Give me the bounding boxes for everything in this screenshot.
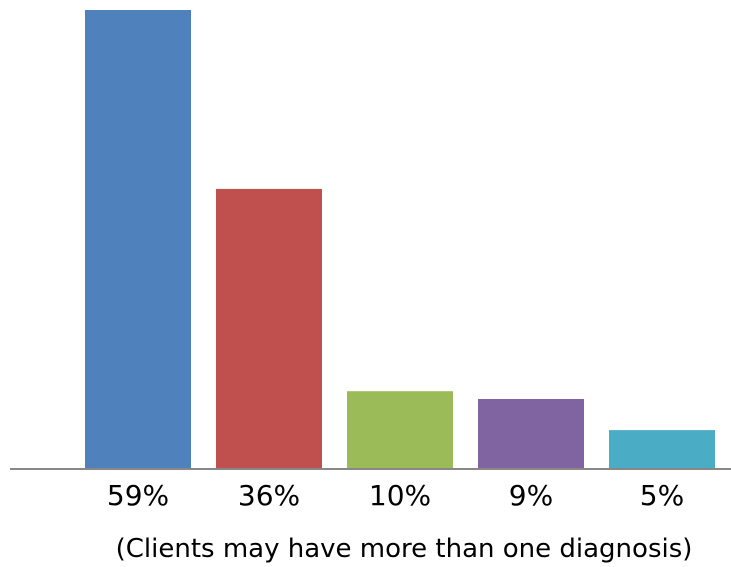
tick-labels-group: 59% 36% 10% 9% 5% <box>107 479 684 512</box>
tick-label-5: 5% <box>640 479 684 512</box>
tick-label-3: 10% <box>369 479 431 512</box>
tick-label-4: 9% <box>509 479 553 512</box>
bar-3 <box>347 391 453 469</box>
tick-label-1: 59% <box>107 479 169 512</box>
bar-2 <box>216 188 322 470</box>
chart-annotation: (Clients may have more than one diagnosi… <box>116 534 693 563</box>
bar-1 <box>85 10 191 469</box>
bar-4 <box>478 398 584 469</box>
bar-5 <box>609 430 715 469</box>
tick-label-2: 36% <box>238 479 300 512</box>
bars-group <box>85 10 715 470</box>
